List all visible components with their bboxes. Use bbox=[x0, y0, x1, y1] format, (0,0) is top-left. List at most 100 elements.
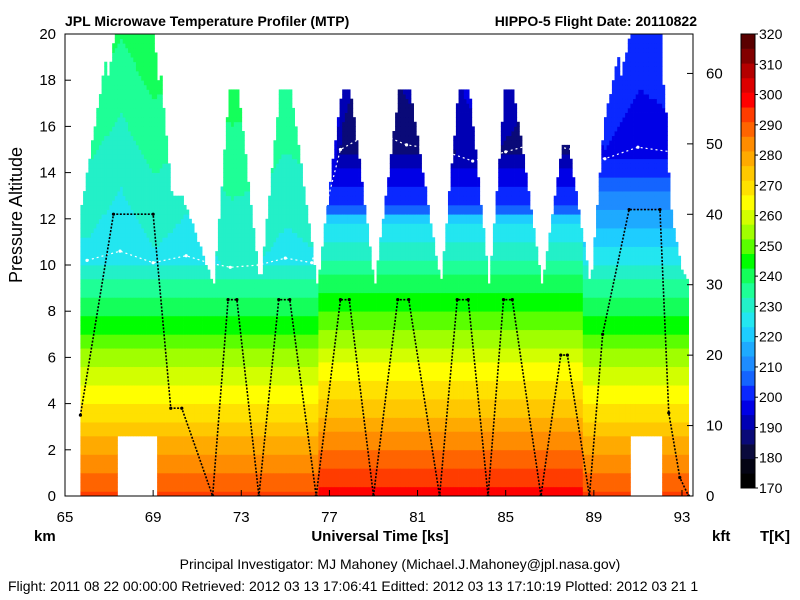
curtain-cell bbox=[122, 149, 126, 155]
curtain-cell bbox=[241, 278, 245, 284]
curtain-cell bbox=[249, 389, 253, 395]
curtain-cell bbox=[212, 431, 216, 437]
curtain-cell bbox=[135, 84, 139, 90]
curtain-cell bbox=[117, 301, 121, 307]
curtain-cell bbox=[133, 209, 137, 215]
curtain-cell bbox=[199, 338, 203, 344]
curtain-cell bbox=[186, 477, 190, 483]
curtain-cell bbox=[128, 389, 132, 395]
curtain-cell bbox=[170, 468, 174, 474]
curtain-cell bbox=[104, 232, 108, 238]
curtain-cell bbox=[96, 468, 100, 474]
curtain-cell bbox=[244, 269, 248, 275]
curtain-cell bbox=[241, 163, 245, 169]
curtain-cell bbox=[167, 297, 171, 303]
curtain-cell bbox=[101, 131, 105, 137]
curtain-cell bbox=[141, 422, 145, 428]
curtain-cell bbox=[83, 445, 87, 451]
curtain-cell bbox=[88, 422, 92, 428]
curtain-cell bbox=[122, 204, 126, 210]
curtain-cell bbox=[244, 398, 248, 404]
curtain-cell bbox=[117, 223, 121, 229]
curtain-cell bbox=[188, 422, 192, 428]
curtain-cell bbox=[244, 255, 248, 261]
curtain-cell bbox=[146, 417, 150, 423]
curtain-cell bbox=[186, 412, 190, 418]
curtain-cell bbox=[128, 52, 132, 58]
curtain-cell bbox=[83, 265, 87, 271]
curtain-cell bbox=[135, 278, 139, 284]
curtain-cell bbox=[167, 482, 171, 488]
curtain-cell bbox=[231, 325, 235, 331]
curtain-cell bbox=[180, 348, 184, 354]
curtain-cell bbox=[128, 426, 132, 432]
curtain-cell bbox=[170, 191, 174, 197]
curtain-cell bbox=[178, 223, 182, 229]
curtain-cell bbox=[157, 412, 161, 418]
curtain-cell bbox=[165, 334, 169, 340]
curtain-cell bbox=[178, 255, 182, 261]
curtain-cell bbox=[244, 352, 248, 358]
curtain-cell bbox=[151, 163, 155, 169]
curtain-cell bbox=[141, 408, 145, 414]
curtain-cell bbox=[180, 306, 184, 312]
curtain-cell bbox=[239, 482, 243, 488]
curtain-cell bbox=[241, 200, 245, 206]
curtain-cell bbox=[128, 398, 132, 404]
curtain-cell bbox=[207, 445, 211, 451]
curtain-cell bbox=[239, 195, 243, 201]
curtain-cell bbox=[170, 228, 174, 234]
curtain-cell bbox=[128, 274, 132, 280]
curtain-cell bbox=[231, 126, 235, 132]
curtain-cell bbox=[231, 172, 235, 178]
curtain-cell bbox=[114, 329, 118, 335]
curtain-cell bbox=[162, 241, 166, 247]
curtain-cell bbox=[114, 269, 118, 275]
curtain-cell bbox=[122, 177, 126, 183]
curtain-cell bbox=[141, 200, 145, 206]
curtain-cell bbox=[130, 94, 134, 100]
curtain-cell bbox=[98, 389, 102, 395]
curtain-cell bbox=[96, 121, 100, 127]
curtain-cell bbox=[236, 486, 240, 492]
curtain-cell bbox=[109, 283, 113, 289]
curtain-cell bbox=[104, 426, 108, 432]
curtain-cell bbox=[217, 325, 221, 331]
curtain-cell bbox=[122, 98, 126, 104]
curtain-cell bbox=[194, 241, 198, 247]
curtain-cell bbox=[159, 131, 163, 137]
curtain-cell bbox=[109, 352, 113, 358]
curtain-cell bbox=[138, 84, 142, 90]
curtain-cell bbox=[109, 408, 113, 414]
curtain-cell bbox=[209, 482, 214, 488]
curtain-cell bbox=[196, 440, 200, 446]
curtain-cell bbox=[217, 431, 221, 437]
curtain-cell bbox=[106, 191, 110, 197]
curtain-cell bbox=[165, 403, 169, 409]
curtain-cell bbox=[244, 154, 248, 160]
curtain-cell bbox=[133, 325, 137, 331]
curtain-cell bbox=[141, 154, 145, 160]
curtain-cell bbox=[138, 121, 142, 127]
curtain-cell bbox=[96, 246, 100, 252]
curtain-cell bbox=[209, 329, 214, 335]
curtain-cell bbox=[98, 468, 102, 474]
curtain-cell bbox=[180, 371, 184, 377]
curtain-cell bbox=[104, 440, 108, 446]
curtain-cell bbox=[130, 255, 134, 261]
curtain-cell bbox=[151, 84, 155, 90]
curtain-cell bbox=[125, 117, 129, 123]
curtain-cell bbox=[112, 117, 116, 123]
curtain-cell bbox=[212, 329, 216, 335]
curtain-cell bbox=[167, 320, 171, 326]
curtain-cell bbox=[165, 394, 169, 400]
curtain-cell bbox=[252, 435, 256, 441]
curtain-cell bbox=[159, 454, 163, 460]
curtain-cell bbox=[223, 435, 227, 441]
curtain-cell bbox=[146, 140, 150, 146]
curtain-cell bbox=[212, 426, 216, 432]
curtain-cell bbox=[154, 426, 158, 432]
curtain-cell bbox=[180, 288, 184, 294]
curtain-cell bbox=[83, 385, 87, 391]
curtain-cell bbox=[106, 186, 110, 192]
